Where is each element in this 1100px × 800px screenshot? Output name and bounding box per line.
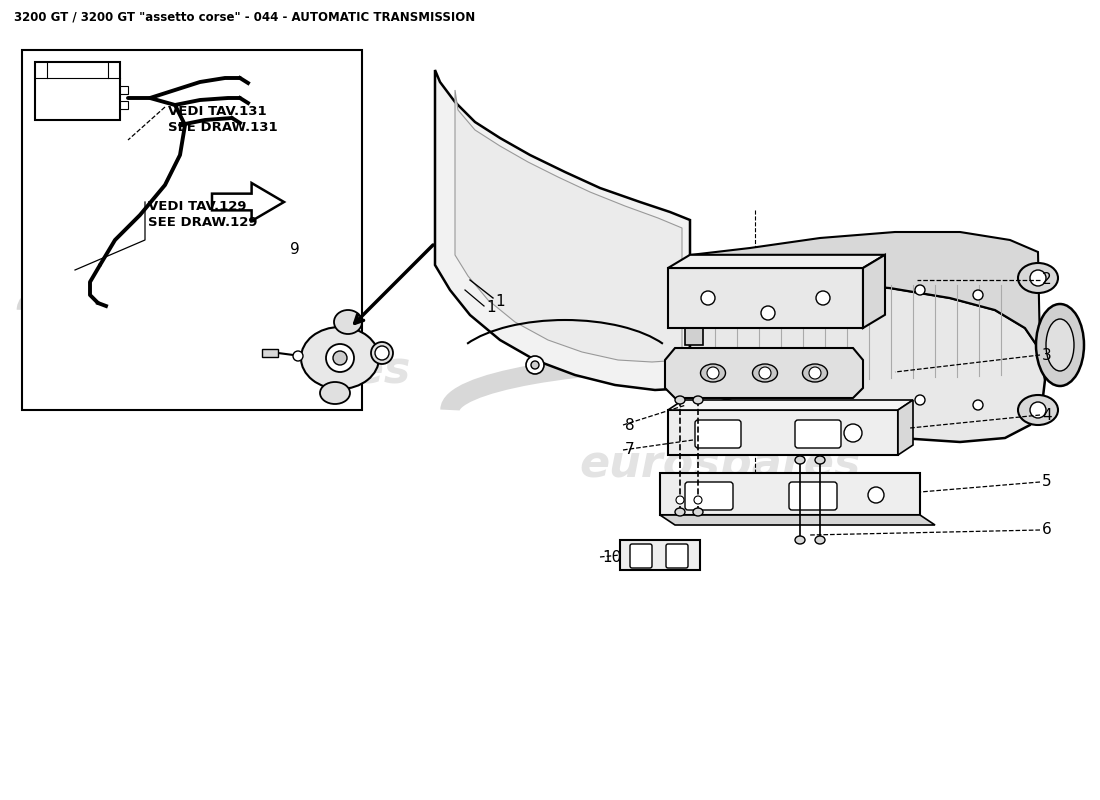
Text: 7: 7 <box>625 442 635 458</box>
Circle shape <box>808 367 821 379</box>
Bar <box>685 293 703 345</box>
Circle shape <box>845 280 855 290</box>
Ellipse shape <box>693 508 703 516</box>
Bar <box>660 473 920 515</box>
Circle shape <box>845 387 855 397</box>
Polygon shape <box>660 515 935 525</box>
Ellipse shape <box>334 310 362 334</box>
Circle shape <box>868 487 884 503</box>
Circle shape <box>293 351 303 361</box>
Text: 3: 3 <box>1042 347 1052 362</box>
Text: 6: 6 <box>1042 522 1052 538</box>
Polygon shape <box>668 254 886 268</box>
Circle shape <box>333 351 346 365</box>
Ellipse shape <box>795 536 805 544</box>
Circle shape <box>701 291 715 305</box>
Bar <box>120 101 128 109</box>
Circle shape <box>707 367 719 379</box>
Polygon shape <box>898 400 913 455</box>
Ellipse shape <box>815 456 825 464</box>
Polygon shape <box>690 232 1040 350</box>
Ellipse shape <box>701 364 726 382</box>
Circle shape <box>915 285 925 295</box>
Text: eurospares: eurospares <box>130 349 410 391</box>
Circle shape <box>694 496 702 504</box>
Ellipse shape <box>320 382 350 404</box>
Bar <box>35 62 120 120</box>
Circle shape <box>526 356 544 374</box>
Circle shape <box>326 344 354 372</box>
Ellipse shape <box>1018 395 1058 425</box>
Polygon shape <box>668 400 913 410</box>
Text: 9: 9 <box>290 242 299 258</box>
Ellipse shape <box>815 536 825 544</box>
Circle shape <box>974 400 983 410</box>
Text: 5: 5 <box>1042 474 1052 490</box>
Polygon shape <box>864 254 886 328</box>
Ellipse shape <box>1046 319 1074 371</box>
Ellipse shape <box>301 327 380 389</box>
Circle shape <box>974 290 983 300</box>
Circle shape <box>776 380 785 390</box>
Circle shape <box>759 367 771 379</box>
FancyBboxPatch shape <box>695 420 741 448</box>
Ellipse shape <box>1036 304 1084 386</box>
Text: 4: 4 <box>1042 407 1052 422</box>
Polygon shape <box>666 348 864 398</box>
Text: 1: 1 <box>495 294 505 310</box>
Polygon shape <box>212 183 284 221</box>
Ellipse shape <box>371 342 393 364</box>
Circle shape <box>375 346 389 360</box>
FancyBboxPatch shape <box>666 544 688 568</box>
Polygon shape <box>690 280 1045 442</box>
Circle shape <box>816 291 831 305</box>
Bar <box>668 268 864 328</box>
Ellipse shape <box>795 456 805 464</box>
Text: VEDI TAV.129
SEE DRAW.129: VEDI TAV.129 SEE DRAW.129 <box>148 200 257 229</box>
Text: VEDI TAV.131
SEE DRAW.131: VEDI TAV.131 SEE DRAW.131 <box>168 105 277 134</box>
Ellipse shape <box>693 396 703 404</box>
Circle shape <box>1030 402 1046 418</box>
Circle shape <box>715 290 725 300</box>
FancyBboxPatch shape <box>795 420 842 448</box>
Bar <box>262 349 278 357</box>
Bar <box>22 50 362 410</box>
FancyBboxPatch shape <box>685 482 733 510</box>
Circle shape <box>531 361 539 369</box>
Text: 8: 8 <box>625 418 635 433</box>
Text: 3200 GT / 3200 GT "assetto corse" - 044 - AUTOMATIC TRANSMISSION: 3200 GT / 3200 GT "assetto corse" - 044 … <box>14 10 475 23</box>
FancyBboxPatch shape <box>630 544 652 568</box>
Ellipse shape <box>752 364 778 382</box>
Ellipse shape <box>675 508 685 516</box>
Circle shape <box>715 375 725 385</box>
Circle shape <box>776 283 785 293</box>
Circle shape <box>676 496 684 504</box>
Circle shape <box>1030 270 1046 286</box>
Bar <box>120 86 128 94</box>
Polygon shape <box>455 90 682 362</box>
Circle shape <box>915 395 925 405</box>
Text: 2: 2 <box>1042 273 1052 287</box>
Text: 1: 1 <box>486 301 496 315</box>
Ellipse shape <box>675 396 685 404</box>
Circle shape <box>844 424 862 442</box>
Text: 10: 10 <box>602 550 621 565</box>
Bar <box>668 410 898 455</box>
FancyBboxPatch shape <box>789 482 837 510</box>
Polygon shape <box>434 70 690 390</box>
Ellipse shape <box>1018 263 1058 293</box>
Text: eurospares: eurospares <box>580 443 860 486</box>
Bar <box>620 540 700 570</box>
Circle shape <box>761 306 776 320</box>
Ellipse shape <box>803 364 827 382</box>
